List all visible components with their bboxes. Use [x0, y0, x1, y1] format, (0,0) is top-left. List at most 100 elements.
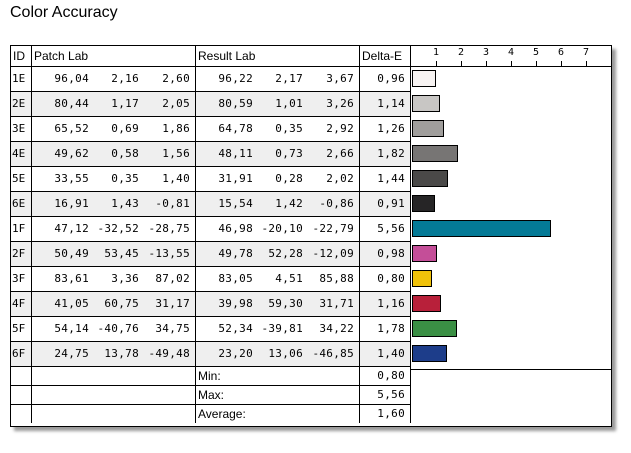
patch-l: 16,91 [54, 197, 89, 210]
result-a: 52,28 [268, 247, 303, 260]
summary-patch-blank [32, 367, 196, 385]
delta-e-bar [412, 145, 458, 162]
patch-b: -49,48 [144, 342, 196, 366]
patch-b: 1,86 [144, 117, 196, 141]
delta-e-value: 0,98 [360, 242, 411, 266]
table-row: 5F 54,14 -40,76 34,75 52,34 -39,81 34,22 1,78 [11, 317, 411, 341]
axis-tick-label: 2 [458, 47, 465, 58]
patch-a: 3,36 [111, 272, 139, 285]
header-divider [11, 66, 411, 67]
row-id: 2F [11, 242, 32, 266]
result-b: 34,22 [308, 317, 360, 341]
result-b: 3,26 [308, 92, 360, 116]
summary-row: Max: 5,56 [11, 386, 411, 404]
patch-a: 53,45 [104, 247, 139, 260]
delta-e-value: 1,40 [360, 342, 411, 366]
page-title: Color Accuracy [10, 4, 118, 21]
result-b: 85,88 [308, 267, 360, 291]
delta-e-bar [412, 170, 448, 187]
summary-value: 5,56 [360, 386, 411, 404]
table-row: 6E 16,91 1,43 -0,81 15,54 1,42 -0,86 0,91 [11, 192, 411, 216]
patch-l: 49,62 [54, 147, 89, 160]
patch-b: 1,56 [144, 142, 196, 166]
axis-tick [511, 61, 512, 66]
delta-e-bar [412, 120, 444, 137]
result-l: 52,34 [218, 322, 253, 335]
result-a: 1,42 [275, 197, 303, 210]
patch-l: 24,75 [54, 347, 89, 360]
result-b: -12,09 [308, 242, 360, 266]
summary-divider [11, 404, 411, 405]
header-patch-lab: Patch Lab [32, 46, 196, 66]
patch-b: 34,75 [144, 317, 196, 341]
delta-e-value: 1,44 [360, 167, 411, 191]
patch-l: 96,04 [54, 72, 89, 85]
table-row: 3E 65,52 0,69 1,86 64,78 0,35 2,92 1,26 [11, 117, 411, 141]
axis-tick-label: 3 [483, 47, 490, 58]
row-divider [11, 216, 411, 217]
row-id: 3E [11, 117, 32, 141]
table-row: 2E 80,44 1,17 2,05 80,59 1,01 3,26 1,14 [11, 92, 411, 116]
axis-tick [536, 61, 537, 66]
result-l: 64,78 [218, 122, 253, 135]
result-a: 13,06 [268, 347, 303, 360]
result-b: -0,86 [308, 192, 360, 216]
patch-l: 33,55 [54, 172, 89, 185]
table-row: 4F 41,05 60,75 31,17 39,98 59,30 31,71 1,16 [11, 292, 411, 316]
result-a: 0,28 [275, 172, 303, 185]
patch-a: 13,78 [104, 347, 139, 360]
patch-a: 2,16 [111, 72, 139, 85]
result-a: 1,01 [275, 97, 303, 110]
table-row: 1E 96,04 2,16 2,60 96,22 2,17 3,67 0,96 [11, 67, 411, 91]
result-a: 59,30 [268, 297, 303, 310]
patch-l: 54,14 [54, 322, 89, 335]
result-a: -20,10 [261, 222, 303, 235]
result-a: 0,73 [275, 147, 303, 160]
patch-b: -13,55 [144, 242, 196, 266]
result-l: 49,78 [218, 247, 253, 260]
axis-tick [561, 61, 562, 66]
chart-axis-line [411, 66, 611, 67]
row-divider [11, 291, 411, 292]
summary-id-blank [11, 386, 32, 404]
result-b: 2,66 [308, 142, 360, 166]
patch-l: 83,61 [54, 272, 89, 285]
axis-tick-label: 4 [508, 47, 515, 58]
axis-tick [486, 61, 487, 66]
patch-b: -0,81 [144, 192, 196, 216]
summary-label: Average: [196, 405, 360, 423]
header-result-lab: Result Lab [196, 46, 360, 66]
axis-tick-label: 1 [433, 47, 440, 58]
axis-tick [586, 61, 587, 66]
patch-l: 65,52 [54, 122, 89, 135]
result-l: 39,98 [218, 297, 253, 310]
patch-a: 60,75 [104, 297, 139, 310]
delta-e-bar [412, 295, 441, 312]
result-l: 48,11 [218, 147, 253, 160]
chart-summary-divider [411, 369, 611, 370]
patch-l: 41,05 [54, 297, 89, 310]
result-a: 0,35 [275, 122, 303, 135]
delta-e-bar [412, 195, 435, 212]
row-id: 1F [11, 217, 32, 241]
axis-tick [461, 61, 462, 66]
axis-tick [436, 61, 437, 66]
delta-e-value: 1,14 [360, 92, 411, 116]
result-a: 2,17 [275, 72, 303, 85]
table-header: ID Patch Lab Result Lab Delta-E [11, 46, 411, 66]
axis-tick-label: 5 [533, 47, 540, 58]
patch-b: -28,75 [144, 217, 196, 241]
delta-e-bar [412, 245, 437, 262]
row-id: 6E [11, 192, 32, 216]
delta-e-value: 5,56 [360, 217, 411, 241]
delta-e-value: 0,91 [360, 192, 411, 216]
row-divider [11, 91, 411, 92]
summary-value: 0,80 [360, 367, 411, 385]
row-divider [11, 166, 411, 167]
patch-l: 50,49 [54, 247, 89, 260]
row-divider [11, 241, 411, 242]
delta-e-bar [412, 220, 551, 237]
result-l: 31,91 [218, 172, 253, 185]
table-row: 3F 83,61 3,36 87,02 83,05 4,51 85,88 0,80 [11, 267, 411, 291]
delta-e-value: 1,26 [360, 117, 411, 141]
